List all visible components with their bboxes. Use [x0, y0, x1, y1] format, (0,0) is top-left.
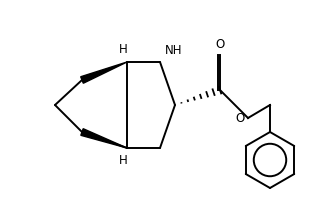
Polygon shape	[81, 62, 127, 83]
Polygon shape	[81, 129, 127, 148]
Text: O: O	[236, 113, 245, 126]
Text: O: O	[215, 38, 225, 51]
Text: H: H	[119, 43, 127, 56]
Text: H: H	[119, 154, 127, 167]
Text: NH: NH	[165, 44, 183, 57]
